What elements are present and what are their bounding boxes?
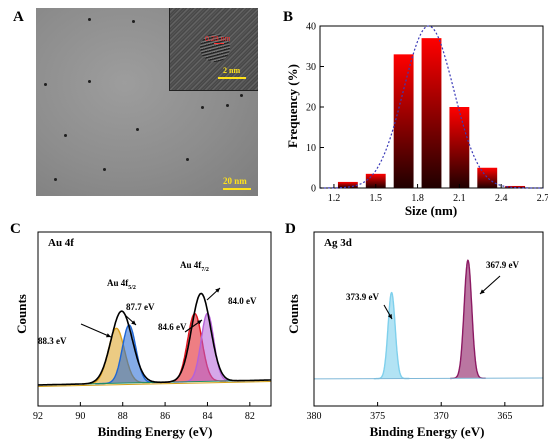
y-axis-label: Frequency (%) [285,64,300,148]
peak-fill [95,325,163,384]
peak-label: 367.9 eV [486,260,519,270]
chart-title: Ag 3d [324,237,352,249]
plot-frame [37,231,272,407]
x-tick-label: 375 [370,411,385,422]
histogram-bar [421,38,442,189]
subscript: 7/2 [201,267,209,273]
x-tick-label: 370 [434,411,449,422]
x-tick-label: 92 [33,411,43,422]
histogram-bar [337,181,358,188]
peak-label: 84.6 eV [158,322,187,332]
background-line [313,377,544,380]
x-tick-label: 82 [245,411,255,422]
arrow-head [197,320,202,325]
peak-fill [450,260,486,379]
plot-frame [313,231,544,407]
histogram-bar [449,107,470,188]
histogram-bar [477,167,498,188]
size-histogram: 1.2 1.5 1.8 2.1 2.4 2.7 0 10 20 30 40 Size (nm) Fr… [285,22,548,219]
x-tick-label: 1.2 [328,193,341,204]
gaussian-fit-curve [320,25,543,189]
x-tick-label: 86 [160,411,170,422]
peak-label: 84.0 eV [228,296,257,306]
peak-label: 87.7 eV [126,302,155,312]
x-tick-label: 380 [307,411,322,422]
scale-bar [223,188,251,190]
x-axis-label: Binding Energy (eV) [98,424,213,439]
peak-fill [173,313,242,383]
x-axis-label: Size (nm) [405,203,457,218]
y-tick-label: 10 [306,143,316,154]
peak-label: 88.3 eV [38,336,67,346]
panel-label-a: A [13,9,24,25]
inset-scale-label: 2 nm [223,66,241,75]
y-tick-label: 20 [306,103,316,114]
peak-fill [160,313,229,383]
envelope-curve [38,292,271,386]
peak-group-label: Au 4f5/2 [107,278,136,291]
arrow-head [106,333,111,338]
y-tick-label: 30 [306,62,316,73]
tem-image: 0.23 nm 2 nm 20 nm [36,8,258,196]
x-tick-label: 2.1 [453,193,466,204]
peak-component [450,259,486,380]
panel-label-c: C [10,221,21,237]
x-tick-label: 1.5 [370,193,383,204]
annotation-arrow [80,323,112,338]
y-axis-label: Counts [14,294,29,334]
y-axis-label: Counts [286,294,301,334]
arrow-head [480,289,485,294]
x-tick-label: 365 [497,411,512,422]
peak-fill [82,328,151,384]
peak-group-label: Au 4f7/2 [180,260,209,273]
x-tick-label: 88 [118,411,128,422]
peak-fill [373,292,410,379]
baseline-line [37,381,272,387]
arrow-head [131,320,136,325]
subscript: 5/2 [128,285,136,291]
y-tick-label: 40 [306,22,316,33]
x-tick-label: 90 [75,411,85,422]
histogram-bar [393,54,414,188]
ag3d-xps-spectrum: 380 375 370 365 373.9 eV 367.9 eV Ag 3d Bindi… [286,231,544,439]
lattice-spacing-label: 0.23 nm [205,36,231,43]
x-tick-label: 2.7 [537,193,548,204]
panel-label-d: D [285,221,296,237]
y-tick-label: 0 [311,184,316,195]
x-tick-label: 2.4 [495,193,508,204]
scale-bar-label: 20 nm [223,176,247,186]
x-axis-label: Binding Energy (eV) [370,424,485,439]
chart-title: Au 4f [48,237,74,249]
x-tick-label: 84 [202,411,212,422]
arrow-head [215,288,220,293]
hrtem-inset: 0.23 nm 2 nm [169,8,258,91]
x-tick-label: 1.8 [411,193,424,204]
arrow-head [387,314,392,319]
panel-label-b: B [283,9,294,25]
histogram-bar [505,185,526,188]
peak-label: 373.9 eV [346,292,379,302]
